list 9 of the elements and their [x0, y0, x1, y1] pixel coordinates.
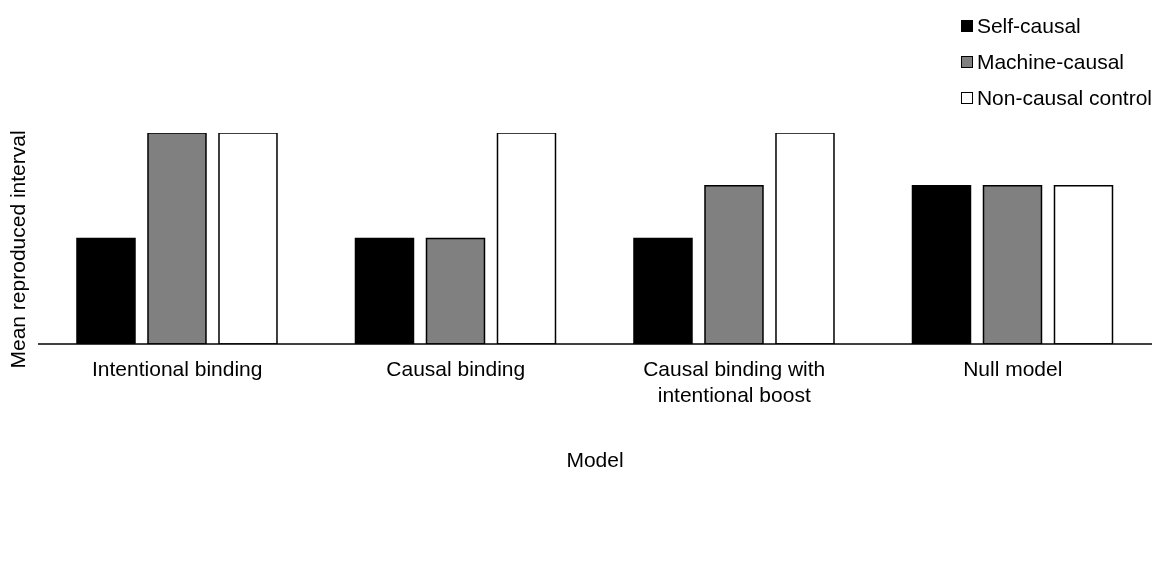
x-axis-title: Model	[566, 448, 624, 471]
legend-label: Self-causal	[976, 14, 1081, 38]
x-tick-label: Null model	[963, 357, 1063, 380]
legend-label: Non-causal control	[976, 86, 1152, 110]
y-axis-title: Mean reproduced interval	[6, 130, 30, 369]
x-tick-label: Causal binding with intentional boost	[643, 357, 826, 406]
legend-label: Machine-causal	[976, 50, 1124, 74]
x-tick-label: Intentional binding	[92, 357, 263, 380]
x-tick-label: Causal binding	[386, 357, 526, 380]
